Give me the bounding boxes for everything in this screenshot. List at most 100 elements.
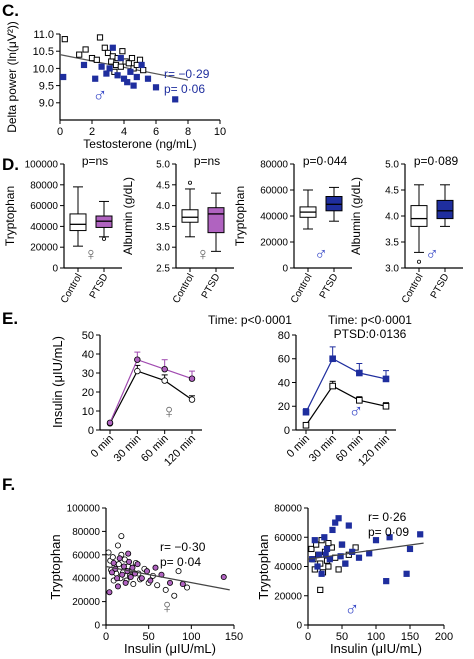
y-tick-label: 40 [82,349,94,361]
scatter-point [308,545,315,553]
scatter-point [325,540,332,547]
outlier-point [102,236,107,241]
male-symbol: ♂ [93,85,108,107]
scatter-point [119,48,126,55]
scatter-point [76,51,83,58]
y-tick-label: 80000 [72,527,100,538]
scatter-point [61,36,68,43]
series-line [109,358,193,424]
scatter-point [110,559,117,566]
x-tick-label: 8 [185,126,191,138]
y-tick-label: 40000 [72,574,100,585]
x-tick-label: Control [59,272,85,305]
y-tick-label: 80000 [274,504,302,515]
scatter-point [323,545,331,553]
y-tick-label: 60000 [274,533,302,544]
line-chart-e1: 0 10 20 30 40 50 Insulin (μIU/mL) Time: p<0·000… [50,313,292,469]
scatter-point [133,73,140,81]
scatter-point [129,564,136,571]
x-tick-label: 6 [153,126,159,138]
x-tick-label: 0 [103,631,109,643]
y-tick-label: 40000 [260,212,288,223]
x-tick-label: 200 [435,631,453,643]
y-tick-label: 60000 [72,550,100,561]
scatter-point [114,72,121,79]
x-tick-label: 10 [214,126,226,138]
y-tick-label: 60000 [260,186,288,197]
panel-c: 9.0 9.5 10.0 10.5 11.0 0 2 4 6 8 10 Delta power (ln… [5,21,226,151]
scatter-point [311,537,318,544]
y-tick-label: 4.0 [156,201,170,212]
scatter-point [114,575,121,582]
box [436,199,454,220]
y-tick-label: 4.5 [156,180,170,191]
scatter-point [116,555,123,562]
scatter-point [127,68,134,75]
annotation-r: r= 0·26 [368,510,407,524]
y-tick-label: 100000 [67,504,101,515]
y-tick-label: 3.5 [385,238,399,249]
scatter-point [115,561,122,568]
scatter-point [124,79,131,86]
scatter-point [125,60,132,67]
x-tick-label: Control [400,272,426,305]
y-tick-label: 20 [278,401,290,413]
data-point [161,377,168,384]
y-tick-label: 9.5 [39,80,54,92]
series-line [305,357,387,413]
scatter-point [92,75,99,82]
male-symbol: ♂ [314,244,328,264]
scatter-point [138,61,145,69]
scatter-point [114,542,121,549]
y-axis-label: Tryptophan [3,186,17,246]
y-tick-label: 11.0 [33,29,54,41]
scatter-point [144,75,152,82]
panel-letter-d: D. [2,155,19,174]
box-chart-d4: 3.0 3.5 4.0 4.5 5.0 Albumin (g/dL) p=0·089 Cont… [349,154,463,305]
title-line: Time: p<0·0001 [208,313,292,327]
scatter-point [147,577,154,584]
x-tick-label: PTSD [318,272,341,301]
scatter-point [109,44,116,51]
data-point [302,408,310,416]
scatter-point [117,63,124,70]
y-tick-label: 4.0 [385,212,399,223]
scatter-point [125,550,132,557]
y-tick-label: 9.0 [39,98,54,110]
data-point [188,396,196,403]
p-value-label: p=ns [194,154,220,168]
data-point [382,402,390,410]
scatter-point [117,54,124,62]
y-axis-label: Albumin (g/dL) [349,177,363,255]
x-tick-label: 30 min [307,433,339,465]
scatter-point [104,49,112,57]
scatter-point [175,568,182,575]
y-tick-label: 80 [278,330,290,342]
box [181,209,199,223]
male-symbol: ♂ [425,244,439,264]
scatter-point [179,581,186,588]
y-tick-label: 80000 [260,160,288,171]
x-tick-label: Control [289,272,315,305]
y-tick-label: 40000 [30,222,58,233]
scatter-point [114,583,121,590]
y-axis-label: Tryptophan [256,534,271,599]
scatter-point [93,56,100,63]
outlier-point [187,180,192,185]
scatter-point [403,570,410,577]
y-tick-label: 3.5 [156,222,170,233]
p-value-label: p=0·089 [414,154,459,168]
y-tick-label: 0 [88,425,94,437]
trend-line [59,54,189,81]
box-chart-d1: 0 20000 40000 60000 80000 100000 Tryptophan p=n… [3,154,122,305]
scatter-point [166,579,173,586]
scatter-point [329,526,336,534]
series-line [109,370,193,424]
scatter-point [355,554,363,561]
scatter-point [383,578,390,585]
data-point [382,375,390,383]
box-chart-d2: 2.5 3.0 3.5 4.0 4.5 5.0 Albumin (g/dL) p=ns Cont… [121,154,234,305]
panel-d: 0 20000 40000 60000 80000 100000 Tryptophan p=n… [3,154,463,305]
y-tick-label: 20000 [72,597,100,608]
y-tick-label: 20000 [260,238,288,249]
